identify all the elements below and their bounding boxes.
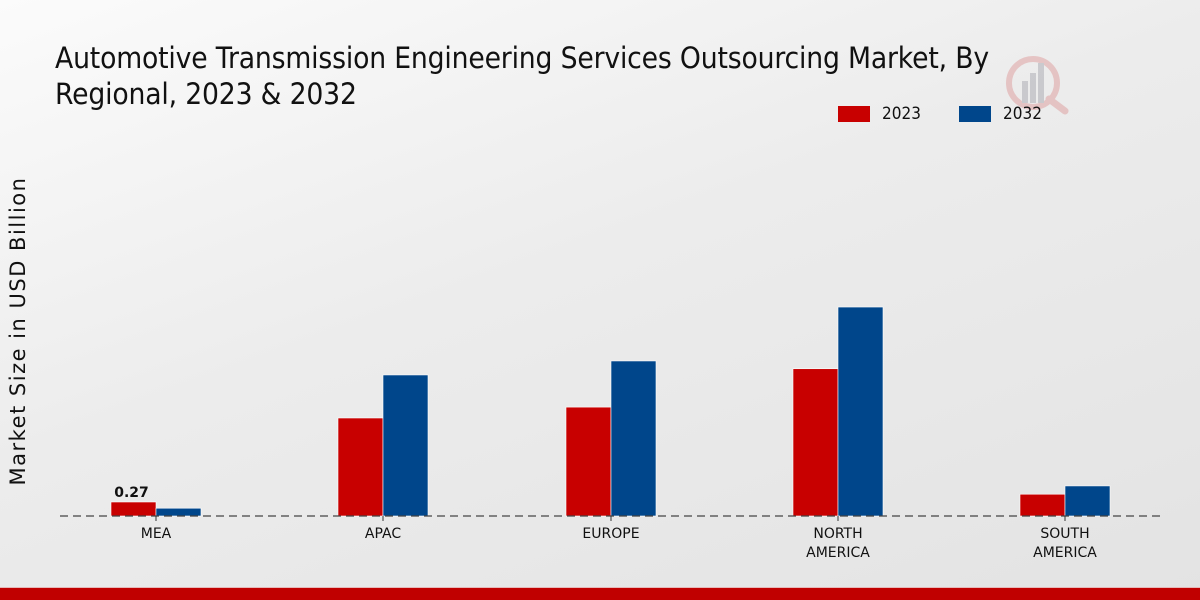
bar-europe-2023[interactable] <box>565 406 612 517</box>
legend-swatch-2023 <box>838 106 870 122</box>
x-tick-label-mea: MEA <box>141 526 172 542</box>
x-tick-label-line: AMERICA <box>806 545 870 561</box>
x-tick-label-line: AMERICA <box>1033 545 1097 561</box>
bar-north-america-2023[interactable] <box>792 368 839 517</box>
x-tick-label-line: APAC <box>365 526 401 542</box>
legend-item-2023[interactable]: 2023 <box>838 104 925 124</box>
data-label-mea-2023: 0.27 <box>114 485 149 501</box>
x-tick-label-line: SOUTH <box>1040 526 1089 542</box>
x-tick-label-apac: APAC <box>365 526 401 542</box>
bar-apac-2023[interactable] <box>337 417 384 517</box>
x-tick-label-line: EUROPE <box>582 526 639 542</box>
bar-north-america-2032[interactable] <box>837 306 884 517</box>
bar-apac-2032[interactable] <box>382 374 429 517</box>
x-tick-label-europe: EUROPE <box>582 526 639 542</box>
bar-mea-2032[interactable] <box>155 507 202 517</box>
legend-swatch-2032 <box>959 106 992 122</box>
x-tick-label-line: NORTH <box>813 526 862 542</box>
bar-europe-2032[interactable] <box>610 360 657 517</box>
watermark-logo-icon <box>1003 55 1073 119</box>
footer-bar <box>0 587 1200 600</box>
x-tick-label-south-america: SOUTH AMERICA <box>1033 526 1097 561</box>
bar-mea-2023[interactable] <box>110 501 157 517</box>
bar-south-america-2032[interactable] <box>1064 485 1111 517</box>
chart-title-line-1: Automotive Transmission Engineering Serv… <box>55 41 989 75</box>
x-tick-label-north-america: NORTH AMERICA <box>806 526 870 561</box>
bar-south-america-2023[interactable] <box>1019 493 1066 517</box>
legend-label-2032: 2032 <box>1003 104 1043 124</box>
legend-item-2032[interactable]: 2032 <box>959 104 1046 124</box>
legend: 2023 2032 <box>838 104 1081 124</box>
chart-title-line-2: Regional, 2023 & 2032 <box>55 77 357 111</box>
legend-label-2023: 2023 <box>882 104 921 124</box>
x-tick-label-line: MEA <box>141 526 172 542</box>
chart-title: Automotive Transmission Engineering Serv… <box>55 40 1067 112</box>
